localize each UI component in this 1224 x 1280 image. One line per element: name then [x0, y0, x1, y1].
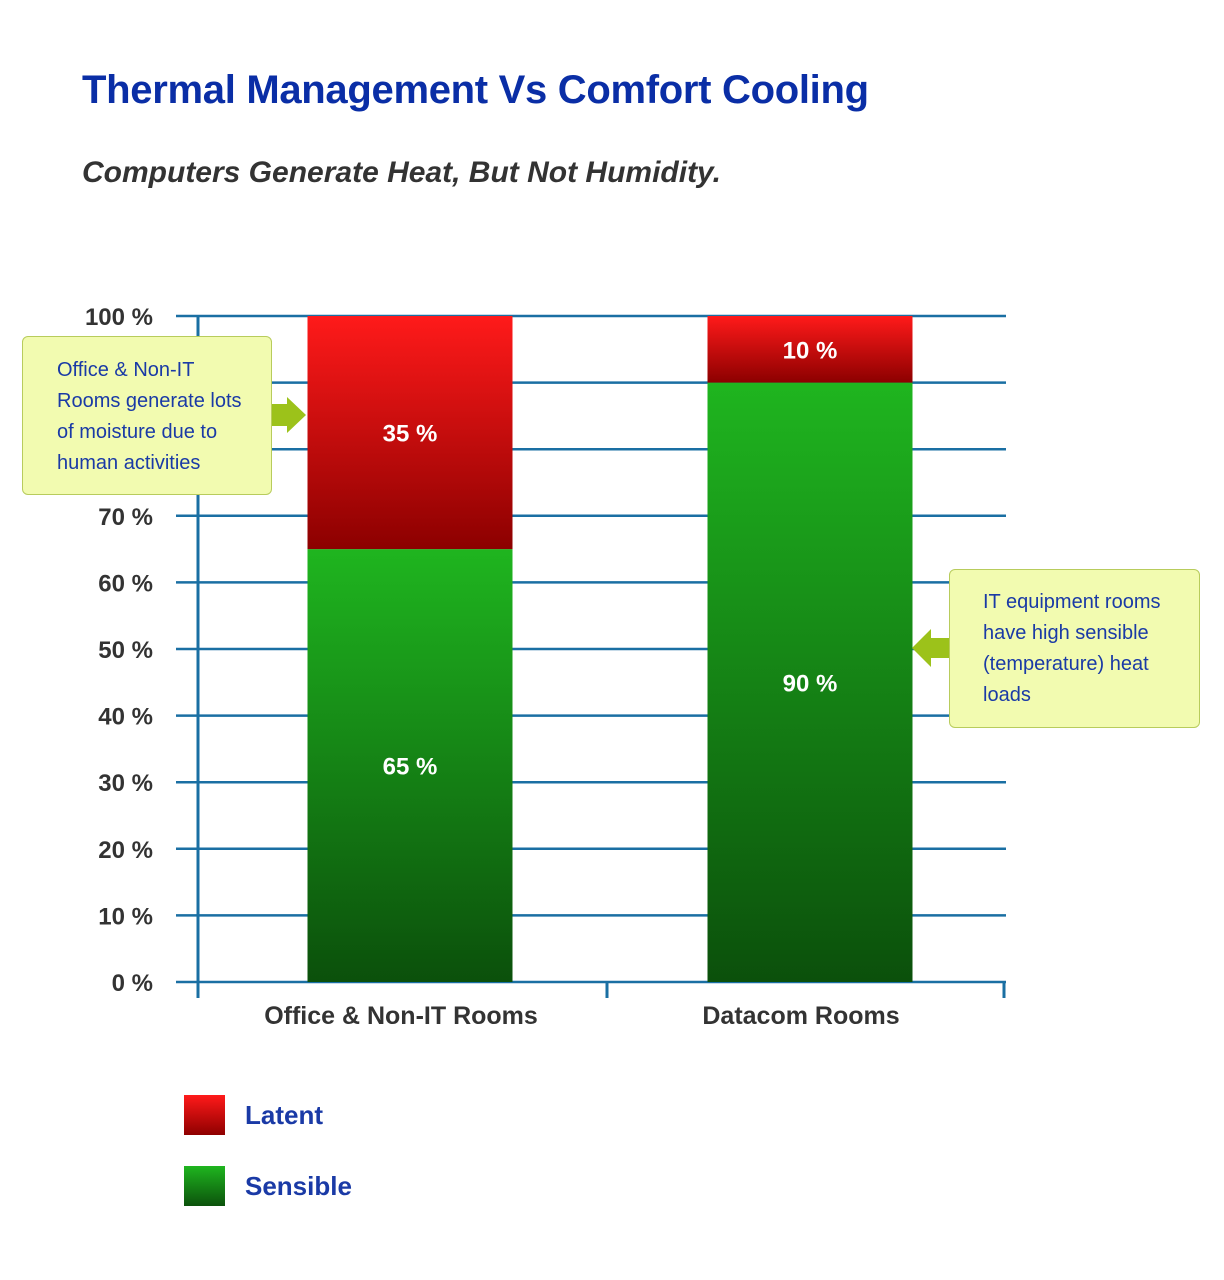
- chart-title: Thermal Management Vs Comfort Cooling: [82, 68, 869, 112]
- bar-latent-2: [707, 316, 913, 383]
- it-sensible-heat-callout-text: IT equipment rooms have high sensible (t…: [983, 591, 1161, 706]
- y-tick-label-70: 70 %: [98, 504, 153, 531]
- legend-label-latent: Latent: [245, 1099, 323, 1130]
- legend-swatch-sensible: [184, 1166, 225, 1206]
- value-label-latent-1: 35 %: [383, 421, 438, 448]
- y-tick-label-30: 30 %: [98, 770, 153, 797]
- office-moisture-callout-text: Office & Non-IT Rooms generate lots of m…: [57, 359, 242, 474]
- legend-item-latent: Latent: [184, 1095, 352, 1135]
- chart-legend: Latent Sensible: [184, 1095, 352, 1237]
- value-label-sensible-2: 90 %: [783, 670, 838, 697]
- y-tick-label-40: 40 %: [98, 704, 153, 731]
- it-sensible-heat-callout: IT equipment rooms have high sensible (t…: [949, 569, 1200, 728]
- office-moisture-callout: Office & Non-IT Rooms generate lots of m…: [22, 336, 272, 495]
- legend-item-sensible: Sensible: [184, 1166, 352, 1206]
- bar-sensible-2: [707, 382, 913, 983]
- right-callout-arrow: [912, 629, 949, 667]
- y-tick-label-100: 100 %: [85, 304, 153, 331]
- bar-sensible-1: [307, 549, 513, 982]
- legend-label-sensible: Sensible: [245, 1170, 352, 1201]
- x-category-label-2: Datacom Rooms: [702, 1002, 899, 1030]
- y-tick-label-20: 20 %: [98, 837, 153, 864]
- legend-swatch-latent: [184, 1095, 225, 1135]
- x-category-label-1: Office & Non-IT Rooms: [264, 1002, 538, 1030]
- y-tick-label-60: 60 %: [98, 570, 153, 597]
- left-callout-arrow: [272, 397, 306, 433]
- bar-latent-1: [307, 316, 513, 550]
- value-label-sensible-1: 65 %: [383, 754, 438, 781]
- chart-subtitle: Computers Generate Heat, But Not Humidit…: [82, 156, 721, 189]
- y-tick-label-0: 0 %: [112, 970, 153, 997]
- value-label-latent-2: 10 %: [783, 337, 838, 364]
- y-tick-label-10: 10 %: [98, 903, 153, 930]
- y-tick-label-50: 50 %: [98, 637, 153, 664]
